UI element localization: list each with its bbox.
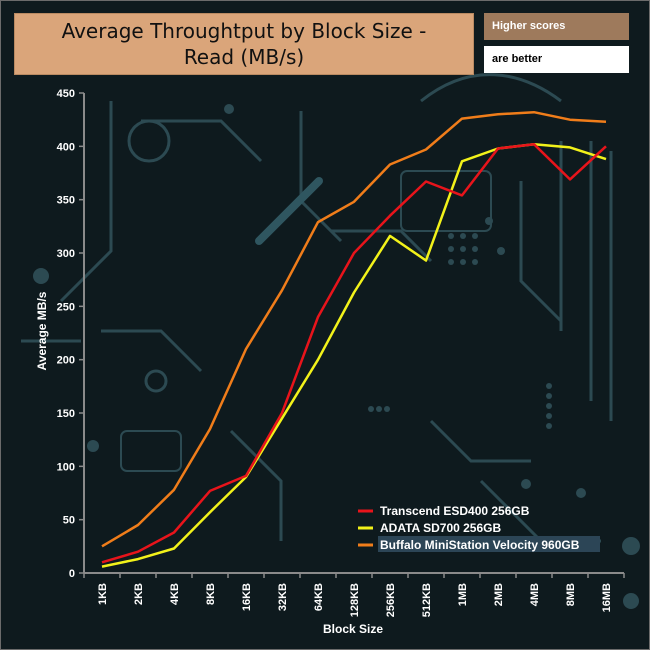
y-tick-label: 150	[57, 408, 75, 420]
y-tick-label: 0	[69, 568, 75, 580]
y-tick-label: 250	[57, 301, 75, 313]
x-tick-label: 512KB	[421, 583, 433, 617]
are-better-badge: are better	[484, 46, 629, 73]
series-line	[101, 110, 607, 548]
series-line	[101, 142, 607, 564]
y-axis-title: Average MB/s	[35, 291, 49, 370]
chart-title-box: Average Throughtput by Block Size - Read…	[14, 13, 474, 75]
legend-highlight	[378, 536, 600, 552]
y-tick-label: 50	[63, 515, 75, 527]
x-tick-label: 2KB	[133, 583, 145, 605]
x-tick-label: 2MB	[493, 583, 505, 606]
x-axis: 1KB 2KB 4KB 8KB 16KB 32KB 64KB 128KB 256KB 512KB 1…	[83, 572, 625, 617]
x-tick-label: 4MB	[529, 583, 541, 606]
x-tick-label: 4KB	[169, 583, 181, 605]
y-tick-label: 450	[57, 88, 75, 100]
y-tick-label: 350	[57, 195, 75, 207]
x-tick-label: 1MB	[457, 583, 469, 606]
chart-title: Average Throughtput by Block Size - Read…	[61, 19, 427, 69]
x-tick-label: 8MB	[565, 583, 577, 606]
higher-scores-badge: Higher scores	[484, 13, 629, 40]
x-tick-label: 256KB	[385, 583, 397, 617]
x-tick-label: 128KB	[349, 583, 361, 617]
x-tick-label: 16MB	[601, 583, 613, 612]
x-tick-label: 32KB	[277, 583, 289, 611]
series-line	[101, 142, 607, 568]
legend: Transcend ESD400 256GB ADATA SD700 256GB B…	[358, 504, 600, 552]
y-tick-label: 400	[57, 141, 75, 153]
x-tick-label: 1KB	[97, 583, 109, 605]
x-tick-label: 8KB	[205, 583, 217, 605]
y-axis: 0 50 100 150 200 250 300 350 400 450	[57, 88, 85, 580]
x-tick-label: 16KB	[241, 583, 253, 611]
x-axis-title: Block Size	[323, 622, 383, 636]
legend-label: Buffalo MiniStation Velocity 960GB	[380, 538, 580, 552]
y-tick-label: 100	[57, 461, 75, 473]
legend-label: ADATA SD700 256GB	[380, 521, 501, 535]
y-tick-label: 300	[57, 248, 75, 260]
legend-label: Transcend ESD400 256GB	[380, 504, 530, 518]
x-tick-label: 64KB	[313, 583, 325, 611]
y-tick-label: 200	[57, 355, 75, 367]
series-layer	[101, 110, 607, 568]
